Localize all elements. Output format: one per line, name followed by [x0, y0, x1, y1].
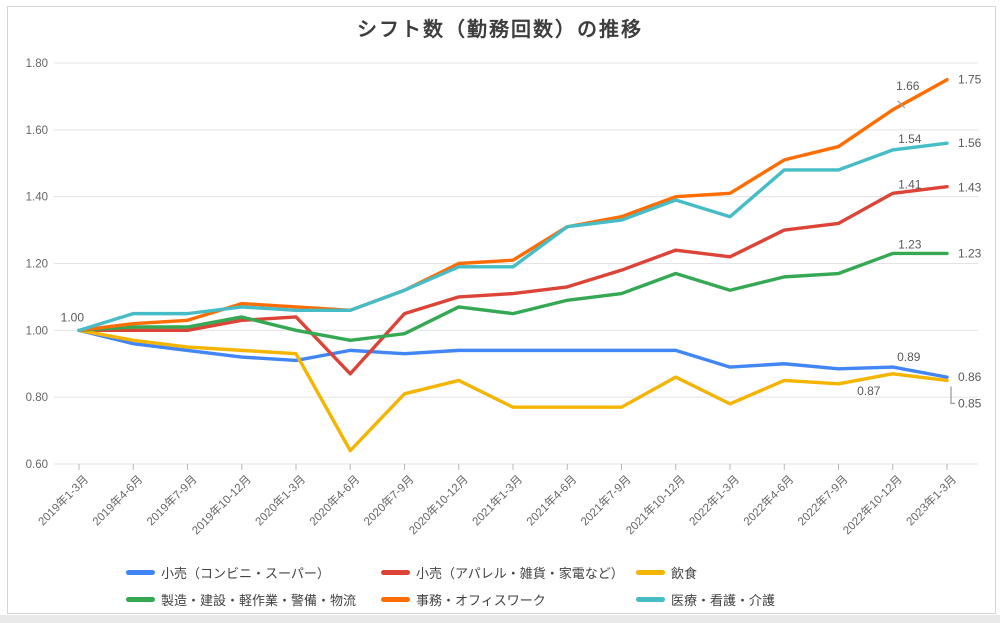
y-tick-label: 1.80	[26, 58, 48, 70]
series-line-0	[77, 328, 949, 379]
data-point-label: 1.41	[898, 177, 922, 191]
legend-marker-line	[126, 569, 155, 575]
legend-marker-line	[126, 596, 155, 602]
legend-label: 医療・看護・介護	[671, 592, 776, 608]
y-tick-label: 1.20	[26, 259, 48, 271]
label-leader-line	[897, 100, 906, 109]
legend-marker-line	[381, 596, 410, 602]
x-tick-label: 2019年7-9月	[144, 472, 200, 528]
data-point-label: 1.00	[61, 310, 85, 324]
x-tick-label: 2021年7-9月	[578, 472, 634, 528]
series-end-label: 1.75	[958, 73, 982, 87]
series-line-2	[77, 328, 949, 453]
x-tick-label: 2022年1-3月	[686, 472, 742, 528]
series-end-label: 1.23	[958, 246, 982, 260]
legend-marker-line	[381, 569, 410, 575]
legend-marker-line	[636, 596, 665, 602]
legend-label: 飲食	[671, 565, 698, 581]
x-tick-label: 2022年4-6月	[740, 472, 796, 528]
legend-label: 小売（コンビニ・スーパー）	[161, 565, 330, 581]
legend-item: 小売（アパレル・雑貨・家電など）	[381, 564, 624, 581]
data-point-label: 0.89	[897, 350, 921, 364]
legend-item: 医療・看護・介護	[636, 591, 776, 608]
y-tick-label: 1.60	[26, 125, 48, 137]
legend-item: 事務・オフィスワーク	[381, 591, 546, 608]
series-end-label: 1.56	[958, 136, 982, 150]
x-tick-label: 2020年7-9月	[361, 472, 417, 528]
series-end-label: 0.86	[958, 370, 982, 384]
y-tick-label: 0.60	[26, 459, 48, 471]
x-tick-label: 2020年4-6月	[306, 472, 362, 528]
x-tick-label: 2022年7-9月	[795, 472, 851, 528]
data-point-label: 0.87	[857, 384, 881, 398]
data-point-label: 1.66	[896, 79, 920, 93]
legend-label: 事務・オフィスワーク	[416, 592, 546, 608]
y-tick-label: 1.40	[26, 192, 48, 204]
legend-item: 小売（コンビニ・スーパー）	[126, 564, 330, 581]
x-tick-label: 2021年4-6月	[523, 472, 579, 528]
legend-marker-line	[636, 569, 665, 575]
y-tick-label: 0.80	[26, 392, 48, 404]
data-point-label: 1.23	[898, 237, 922, 251]
series-end-label: 0.85	[958, 396, 982, 410]
series-line-3	[77, 251, 949, 343]
legend-label: 製造・建設・軽作業・警備・物流	[161, 592, 357, 608]
series-line-5	[77, 141, 949, 333]
chart-card-border	[7, 6, 996, 614]
label-leader-elbow	[950, 386, 955, 405]
series-line-1	[77, 184, 949, 376]
data-point-label: 1.54	[898, 132, 922, 146]
x-tick-label: 2020年1-3月	[252, 472, 308, 528]
x-tick-label: 2019年4-6月	[89, 472, 145, 528]
x-tick-label: 2019年1-3月	[35, 472, 91, 528]
legend-item: 製造・建設・軽作業・警備・物流	[126, 591, 357, 608]
legend-item: 飲食	[636, 564, 698, 581]
series-end-label: 1.43	[958, 181, 982, 195]
x-tick-label: 2021年1-3月	[469, 472, 525, 528]
chart-title: シフト数（勤務回数）の推移	[357, 19, 643, 41]
page-bottom-strip	[0, 615, 1000, 623]
x-tick-label: 2023年1-3月	[903, 472, 959, 528]
y-tick-label: 1.00	[26, 325, 48, 337]
legend-label: 小売（アパレル・雑貨・家電など）	[416, 565, 624, 581]
